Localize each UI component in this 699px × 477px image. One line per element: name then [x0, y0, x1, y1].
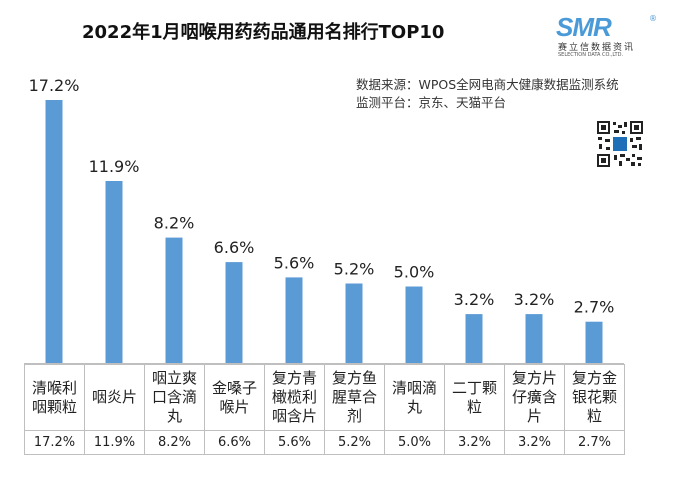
category-value-cell: 11.9% [84, 430, 145, 455]
bar [165, 237, 183, 363]
category-value-cell: 5.0% [384, 430, 445, 455]
bar [285, 277, 303, 363]
bar-value-label: 5.0% [394, 263, 435, 282]
bar-value-label: 8.2% [154, 214, 195, 233]
bar-value-label: 2.7% [574, 298, 615, 317]
category-label-text: 清咽滴丸 [391, 378, 437, 416]
category-value-cell: 3.2% [444, 430, 505, 455]
category-label: 复方片仔癀含片 [504, 364, 565, 431]
source-line: 数据来源：WPOS全网电商大健康数据监测系统 [356, 77, 619, 92]
logo-company-en: SELECTION DATA CO.,LTD. [558, 52, 624, 58]
bar-value-label: 3.2% [514, 290, 555, 309]
category-value-cell: 6.6% [204, 430, 265, 455]
data-source-note: 数据来源：WPOS全网电商大健康数据监测系统 监测平台：京东、天猫平台 [356, 76, 619, 112]
category-label-text: 复方片仔癀含片 [511, 369, 557, 425]
bar [45, 100, 63, 363]
bar [525, 314, 543, 363]
registered-mark: ® [649, 14, 657, 23]
category-label-text: 咽炎片 [91, 388, 137, 406]
category-value-cell: 5.2% [324, 430, 385, 455]
platform-line: 监测平台：京东、天猫平台 [356, 95, 507, 110]
category-value-cell: 3.2% [504, 430, 565, 455]
category-value-cell: 17.2% [24, 430, 85, 455]
bar [585, 321, 603, 363]
category-label: 咽炎片 [84, 364, 145, 431]
bar-value-label: 5.2% [334, 260, 375, 279]
bar [405, 286, 423, 363]
bar-value-label: 5.6% [274, 253, 315, 272]
qr-code-icon [596, 120, 644, 168]
bars-group [45, 100, 603, 363]
category-value-cell: 5.6% [264, 430, 325, 455]
bar [345, 283, 363, 363]
bar [105, 181, 123, 363]
category-value-cell: 8.2% [144, 430, 205, 455]
category-values-row: 17.2% 11.9% 8.2% 6.6% 5.6% 5.2% 5.0% 3.2% 3.2% 2.… [24, 430, 625, 455]
category-label: 咽立爽口含滴丸 [144, 364, 205, 431]
category-label: 复方金银花颗粒 [564, 364, 625, 431]
logo-mark: SMR [556, 12, 612, 42]
chart-title: 2022年1月咽喉用药药品通用名排行TOP10 [82, 22, 445, 43]
category-label-text: 复方青橄榄利咽含片 [271, 369, 317, 425]
category-label: 复方青橄榄利咽含片 [264, 364, 325, 431]
category-label-text: 金嗓子喉片 [211, 378, 257, 416]
category-label: 清喉利咽颗粒 [24, 364, 85, 431]
category-label-text: 二丁颗粒 [451, 378, 497, 416]
category-label: 清咽滴丸 [384, 364, 445, 431]
bar [225, 262, 243, 363]
category-value-cell: 2.7% [564, 430, 625, 455]
smr-logo: SMR ® 赛立信数据资讯 SELECTION DATA CO.,LTD. [556, 12, 666, 60]
category-names-row: 清喉利咽颗粒 咽炎片 咽立爽口含滴丸 金嗓子喉片 复方青橄榄利咽含片 复方鱼腥草合剂 清咽滴… [24, 364, 625, 431]
category-label-text: 咽立爽口含滴丸 [151, 369, 197, 425]
category-label-text: 清喉利咽颗粒 [31, 378, 77, 416]
bar [465, 314, 483, 363]
category-label: 二丁颗粒 [444, 364, 505, 431]
bar-value-label: 6.6% [214, 238, 255, 257]
data-labels-group: 17.2% 11.9% 8.2% 6.6% 5.6% 5.2% 5.0% 3.2% 3.2% 2.… [29, 76, 615, 317]
category-label: 金嗓子喉片 [204, 364, 265, 431]
category-label-text: 复方鱼腥草合剂 [331, 369, 377, 425]
category-table: 清喉利咽颗粒 咽炎片 咽立爽口含滴丸 金嗓子喉片 复方青橄榄利咽含片 复方鱼腥草合剂 清咽滴… [24, 364, 625, 455]
logo-company-cn: 赛立信数据资讯 [558, 43, 636, 53]
category-label: 复方鱼腥草合剂 [324, 364, 385, 431]
bar-value-label: 11.9% [89, 157, 140, 176]
bar-value-label: 17.2% [29, 76, 80, 95]
category-label-text: 复方金银花颗粒 [571, 369, 617, 425]
bar-value-label: 3.2% [454, 290, 495, 309]
